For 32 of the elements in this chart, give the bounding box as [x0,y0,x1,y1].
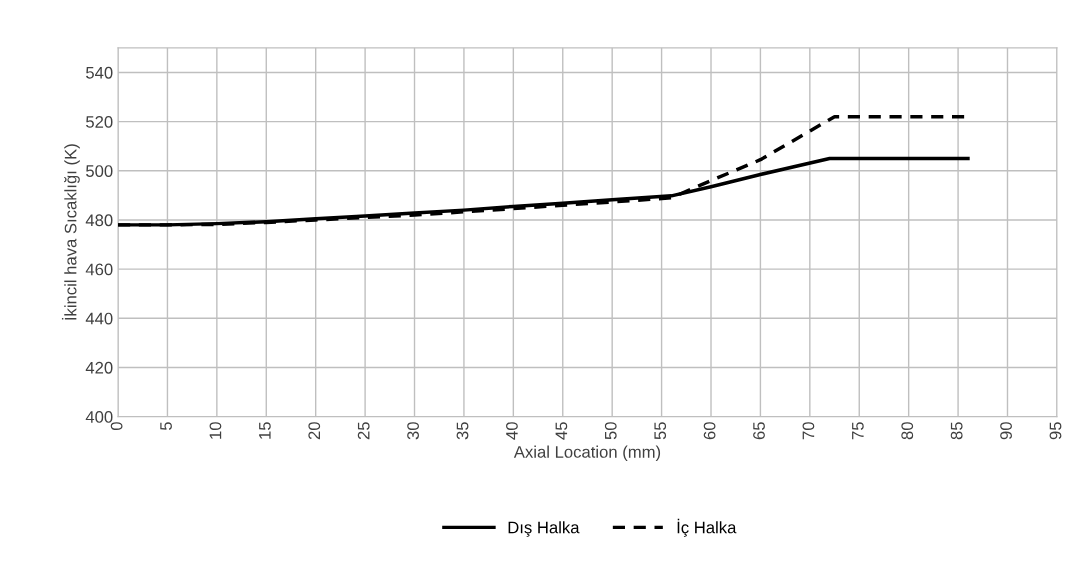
x-axis-title: Axial Location (mm) [513,445,661,462]
x-tick-label: 65 [753,422,765,440]
legend-label: Dış Halka [508,521,580,537]
x-tick-label: 60 [703,422,716,440]
x-tick-label: 55 [654,422,667,440]
x-tick-label: 80 [901,422,914,440]
y-tick-label: 460 [85,263,113,276]
x-tick-label: 5 [160,422,172,431]
x-tick-label: 25 [357,422,370,440]
y-tick-label: 420 [85,361,113,374]
x-tick-label: 15 [259,422,271,439]
x-tick-label: 90 [1000,422,1012,440]
x-tick-label: 0 [110,422,123,431]
x-tick-label: 50 [604,422,617,440]
x-tick-label: 30 [407,422,419,440]
x-tick-label: 85 [950,422,963,440]
y-tick-label: 520 [86,116,113,128]
x-tick-label: 10 [209,422,222,439]
x-tick-label: 70 [802,422,815,440]
legend-label: İç Halka [677,518,737,537]
y-tick-label: 400 [85,411,113,423]
y-tick-label: 440 [85,312,113,325]
y-tick-label: 480 [85,214,113,227]
x-tick-label: 40 [506,422,518,440]
y-axis-title: İkincil hava Sıcaklığı (K) [61,144,80,320]
y-tick-label: 500 [86,165,113,177]
y-tick-label: 540 [86,66,113,79]
x-tick-label: 95 [1049,422,1062,440]
x-tick-label: 35 [456,422,469,440]
x-tick-label: 75 [852,422,864,440]
x-tick-label: 20 [308,422,321,440]
x-tick-label: 45 [555,422,568,440]
